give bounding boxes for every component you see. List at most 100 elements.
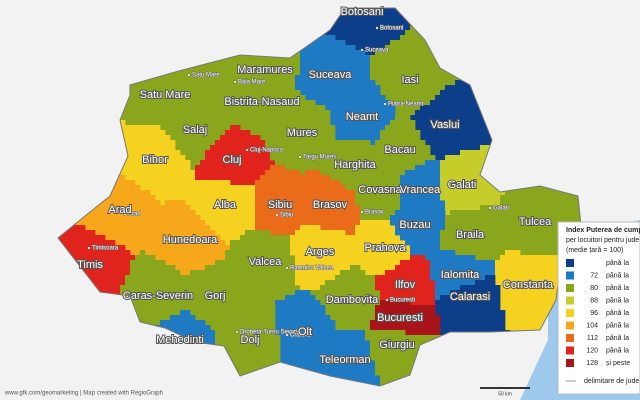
county-area: [150, 140, 156, 146]
county-area: [205, 105, 211, 111]
county-area: [355, 55, 361, 61]
county-area: [305, 195, 311, 201]
county-area: [120, 220, 126, 226]
county-area: [330, 35, 336, 41]
county-area: [355, 15, 361, 21]
county-area: [160, 170, 166, 176]
county-area: [355, 190, 361, 196]
county-area: [230, 140, 236, 146]
county-area: [235, 100, 241, 106]
county-area: [435, 150, 441, 156]
county-area: [445, 125, 451, 131]
county-area: [190, 250, 196, 256]
county-area: [310, 105, 316, 111]
county-area: [455, 205, 461, 211]
county-area: [360, 50, 366, 56]
county-area: [375, 145, 381, 151]
county-area: [270, 145, 276, 151]
county-area: [430, 160, 436, 166]
county-area: [205, 150, 211, 156]
county-area: [260, 220, 266, 226]
county-area: [305, 80, 311, 86]
county-area: [235, 80, 241, 86]
county-area: [195, 180, 201, 186]
county-area: [425, 130, 431, 136]
county-area: [310, 85, 316, 91]
county-area: [270, 95, 276, 101]
county-area: [255, 95, 261, 101]
county-area: [425, 195, 431, 201]
county-area: [445, 120, 451, 126]
county-area: [335, 150, 341, 156]
county-area: [225, 190, 231, 196]
county-area: [355, 20, 361, 26]
county-area: [110, 225, 116, 231]
county-area: [300, 210, 306, 216]
county-area: [210, 150, 216, 156]
county-area: [305, 60, 311, 66]
county-area: [460, 120, 466, 126]
county-area: [220, 60, 226, 66]
county-area: [270, 60, 276, 66]
county-area: [245, 150, 251, 156]
county-area: [325, 75, 331, 81]
county-area: [120, 260, 126, 266]
county-area: [350, 165, 356, 171]
county-area: [285, 100, 291, 106]
county-area: [245, 175, 251, 181]
county-area: [165, 200, 171, 206]
county-area: [230, 95, 236, 101]
county-area: [115, 275, 121, 281]
county-area: [415, 70, 421, 76]
county-area: [410, 105, 416, 111]
county-area: [85, 215, 91, 221]
county-area: [320, 65, 326, 71]
county-area: [145, 200, 151, 206]
county-area: [315, 170, 321, 176]
county-area: [355, 170, 361, 176]
county-area: [435, 200, 441, 206]
county-area: [185, 185, 191, 191]
county-area: [195, 100, 201, 106]
county-area: [265, 210, 271, 216]
county-area: [385, 120, 391, 126]
county-area: [170, 215, 176, 221]
county-area: [240, 225, 246, 231]
county-area: [385, 160, 391, 166]
county-area: [360, 80, 366, 86]
county-area: [235, 115, 241, 121]
county-area: [275, 65, 281, 71]
county-area: [175, 225, 181, 231]
county-area: [345, 230, 351, 236]
county-area: [290, 200, 296, 206]
county-area: [95, 205, 101, 211]
county-area: [460, 140, 466, 146]
county-area: [180, 135, 186, 141]
county-area: [215, 95, 221, 101]
county-area: [390, 120, 396, 126]
county-area: [360, 170, 366, 176]
county-area: [270, 140, 276, 146]
county-area: [165, 185, 171, 191]
county-area: [355, 185, 361, 191]
county-area: [485, 200, 491, 206]
county-area: [420, 205, 426, 211]
county-area: [175, 210, 181, 216]
county-area: [380, 155, 386, 161]
county-area: [160, 120, 166, 126]
county-area: [280, 150, 286, 156]
county-area: [255, 190, 261, 196]
county-area: [320, 170, 326, 176]
county-area: [220, 205, 226, 211]
county-area: [445, 205, 451, 211]
county-area: [225, 150, 231, 156]
county-area: [345, 55, 351, 61]
county-area: [345, 150, 351, 156]
county-area: [185, 115, 191, 121]
county-area: [185, 195, 191, 201]
county-area: [450, 175, 456, 181]
county-area: [120, 225, 126, 231]
county-area: [470, 110, 476, 116]
county-area: [345, 105, 351, 111]
county-area: [400, 175, 406, 181]
